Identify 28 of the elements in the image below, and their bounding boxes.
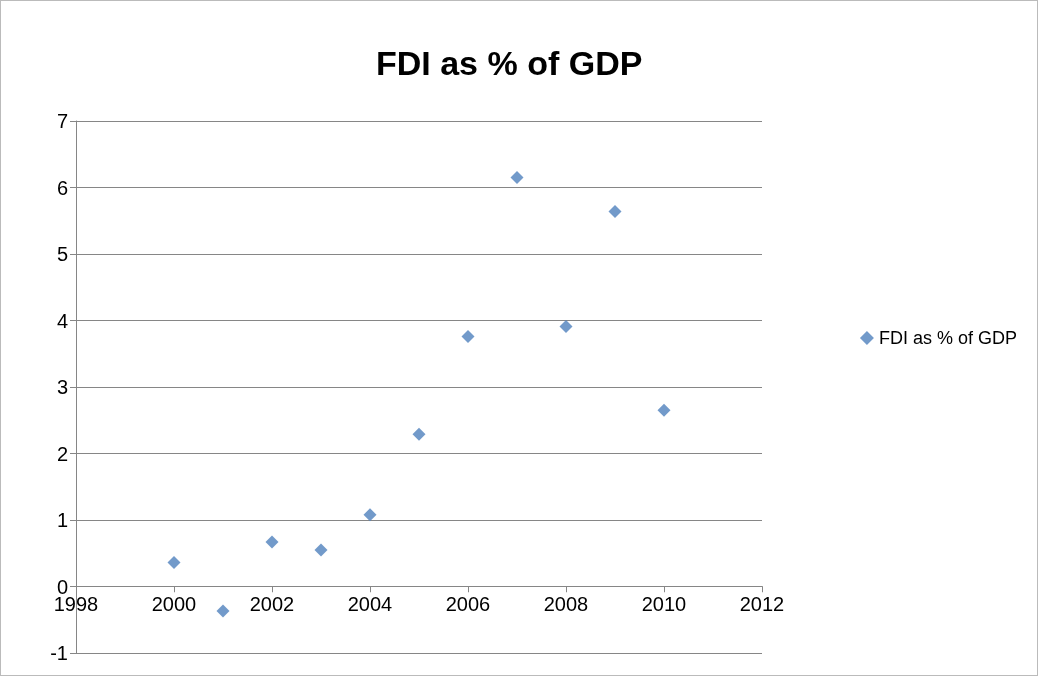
point: [314, 543, 328, 557]
point: [510, 171, 524, 185]
point: [608, 204, 622, 218]
x-tick-label: 2004: [347, 593, 393, 616]
point: [461, 329, 475, 343]
y-tick-label: 3: [56, 376, 68, 398]
point: [559, 319, 573, 333]
x-tick-label: 2008: [543, 593, 589, 616]
y-tick-label: 1: [56, 509, 68, 531]
y-tick-label: -1: [50, 642, 68, 664]
point: [167, 556, 181, 570]
y-tick-label: 2: [56, 442, 68, 465]
point: [265, 535, 279, 549]
x-tick-label: 2010: [641, 593, 687, 616]
y-tick-label: 6: [56, 176, 68, 199]
x-tick-label: 2012: [739, 593, 785, 616]
chart-title: FDI as % of GDP: [376, 44, 643, 82]
x-tick-label: 2000: [151, 593, 197, 616]
point: [412, 427, 426, 441]
point: [363, 508, 377, 522]
x-tick-label: 2002: [249, 593, 295, 616]
point: [657, 403, 671, 417]
x-tick-label: 2006: [445, 593, 491, 616]
legend-label: FDI as % of GDP: [878, 328, 1018, 348]
y-tick-label: 5: [56, 243, 68, 265]
y-tick-label: 7: [56, 110, 68, 132]
y-tick-label: 4: [56, 309, 68, 332]
point: [216, 604, 230, 618]
